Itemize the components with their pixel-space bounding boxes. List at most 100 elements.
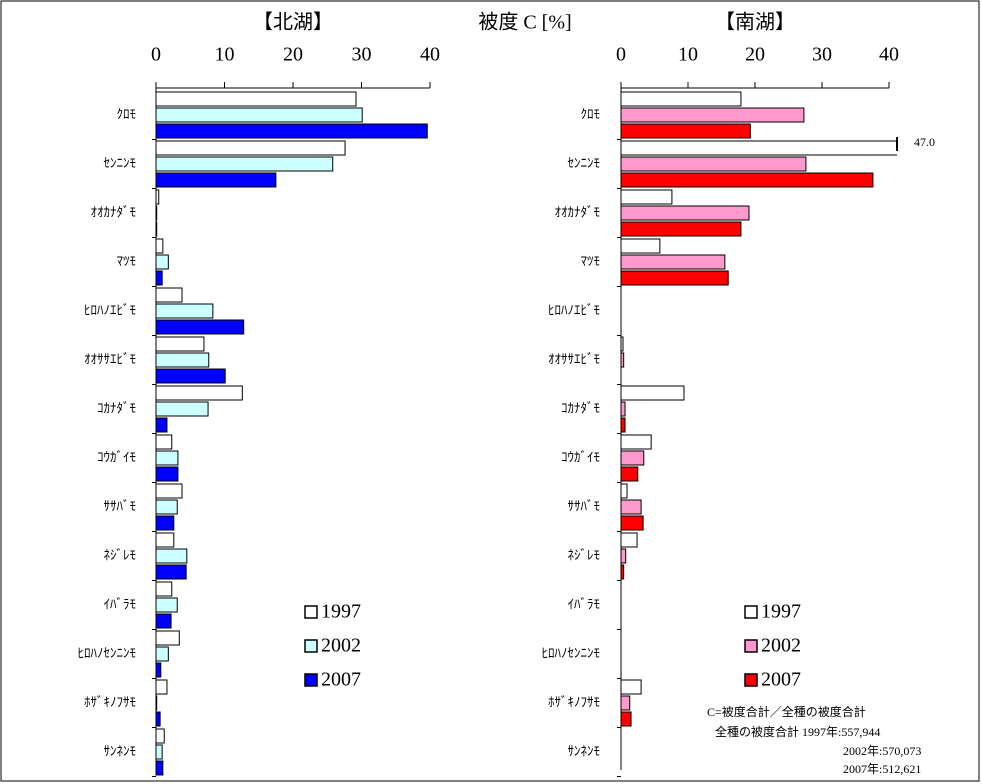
bar [620,156,807,172]
x-tick-label: 0 [151,44,161,66]
x-tick-label: 10 [678,44,698,66]
y-tick-label: ｸﾛﾓ [117,108,137,123]
bar [155,172,277,188]
bar [155,662,162,678]
y-tick-label: ｸﾛﾓ [581,108,601,123]
bar [620,123,751,139]
bar [620,107,805,123]
legend-swatch [744,673,758,687]
bar [155,238,164,254]
bar [155,679,168,695]
y-tick-label: ﾈｼﾞﾚﾓ [104,549,137,564]
y-tick-label: ﾎｻﾞｷﾉﾌｻﾓ [84,696,136,711]
bar [620,401,626,417]
x-tick-label: 10 [215,44,235,66]
bar [620,270,729,286]
bar [155,760,164,776]
bar [155,156,334,172]
y-tick-label: ｲﾊﾞﾗﾓ [104,598,137,613]
y-tick-label: ｺｳｶﾞｲﾓ [561,451,600,466]
bar [155,385,243,401]
bar [155,336,205,352]
y-tick-label: ｵｵｶﾅﾀﾞﾓ [555,206,601,221]
y-tick-label: ﾋﾛﾊﾉｴﾋﾞﾓ [84,304,136,319]
y-tick-label: ﾏﾂﾓ [581,255,601,270]
y-tick-label: ｻﾝﾈﾝﾓ [568,745,601,760]
bar [620,140,897,156]
y-tick-label: ｵｵｻｻｴﾋﾞﾓ [84,353,136,368]
bar [620,466,639,482]
bar [155,123,428,139]
legend-label: 2007 [321,669,361,691]
bar [155,499,178,515]
y-tick-label: ｾﾝﾆﾝﾓ [568,157,601,172]
y-tick-label: ｲﾊﾞﾗﾓ [568,598,601,613]
y-tick-label: ｺｶﾅﾀﾞﾓ [561,402,600,417]
legend-label: 1997 [321,601,361,623]
bar [155,270,163,286]
bar [155,744,163,760]
bar [155,564,187,580]
bar [155,695,158,711]
legend-label: 2002 [321,635,361,657]
x-tick-label: 20 [745,44,765,66]
legend-label: 1997 [761,601,801,623]
bar [620,483,628,499]
y-tick-label: ﾋﾛﾊﾉｾﾝﾆﾝﾓ [78,647,137,662]
bar [155,352,210,368]
bar [620,352,625,368]
annotation: C=被度合計／全種の被度合計 [707,704,866,719]
bar [155,483,183,499]
bar [155,319,245,335]
bar [620,385,685,401]
bar [620,221,742,237]
bar [155,205,158,221]
y-tick-label: ｵｵｻｻｴﾋﾞﾓ [548,353,600,368]
bar [620,417,626,433]
bar [620,205,750,221]
bar [155,107,363,123]
annotation: 全種の被度合計 1997年:557,944 [715,724,880,739]
bar [155,728,165,744]
bar [155,221,158,237]
bar [620,172,874,188]
y-tick-label: ｻﾝﾈﾝﾓ [104,745,137,760]
bar [620,91,742,107]
y-tick-label: ﾎｻﾞｷﾉﾌｻﾓ [548,696,600,711]
bar [620,532,638,548]
legend-swatch [744,639,758,653]
bars [155,91,428,776]
y-tick-label: ｾﾝﾆﾝﾓ [104,157,137,172]
legend-swatch [304,673,318,687]
bar [155,189,160,205]
bar [155,532,175,548]
y-tick-label: ｵｵｶﾅﾀﾞﾓ [91,206,137,221]
bar [155,613,172,629]
bar [155,140,346,156]
bar [620,254,726,270]
x-tick-label: 30 [812,44,832,66]
bar [620,499,642,515]
bar [620,711,632,727]
bar [155,401,209,417]
y-tick-label: ｺｳｶﾞｲﾓ [97,451,136,466]
bar [620,238,661,254]
bars [620,91,897,727]
x-tick-label: 40 [879,44,899,66]
bar [620,434,652,450]
legend-swatch [304,605,318,619]
bar [155,711,161,727]
bar [155,450,179,466]
legend-swatch [304,639,318,653]
bar [155,254,169,270]
bar [620,564,625,580]
x-tick-label: 40 [420,44,440,66]
y-tick-label: ｺｶﾅﾀﾞﾓ [97,402,136,417]
bar [155,303,214,319]
legend-swatch [744,605,758,619]
bar [620,450,645,466]
bar [155,417,168,433]
bar [155,287,183,303]
bar [620,679,642,695]
